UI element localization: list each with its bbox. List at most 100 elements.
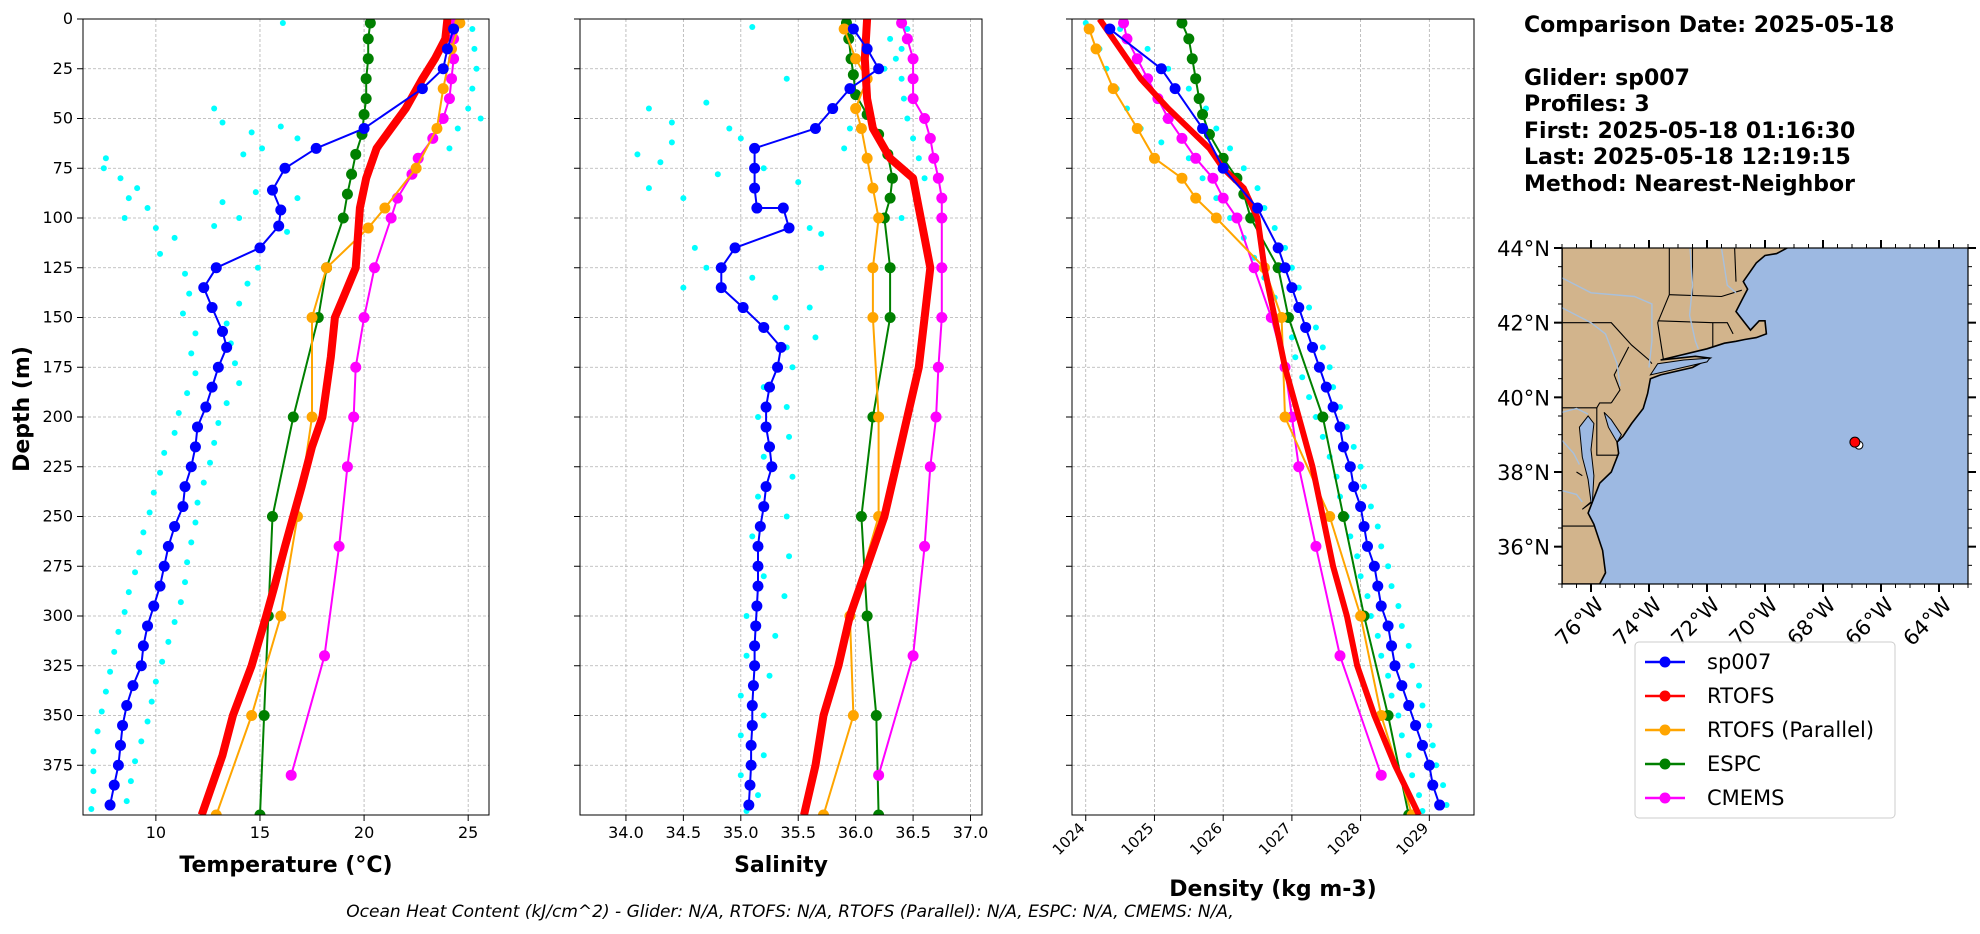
series-marker bbox=[870, 710, 882, 721]
series-marker bbox=[1355, 610, 1367, 622]
y-axis-label: Depth (m) bbox=[10, 346, 35, 472]
glider-raw-point bbox=[1405, 642, 1412, 649]
river bbox=[1562, 307, 1621, 387]
x-tick-label: 25 bbox=[458, 823, 478, 842]
glider-raw-point bbox=[703, 99, 710, 106]
glider-raw-point bbox=[789, 473, 796, 480]
series-marker bbox=[747, 680, 759, 692]
x-tick-label: 35.5 bbox=[780, 823, 816, 842]
glider-raw-point bbox=[1295, 284, 1302, 291]
y-tick-label: 325 bbox=[42, 656, 73, 675]
legend-marker bbox=[1659, 656, 1671, 668]
glider-raw-point bbox=[223, 400, 230, 407]
series-marker bbox=[745, 759, 757, 771]
series-marker bbox=[1155, 63, 1167, 75]
glider-raw-point bbox=[743, 613, 750, 619]
series-marker bbox=[1293, 302, 1305, 314]
glider-raw-point bbox=[1364, 593, 1371, 600]
glider-raw-point bbox=[102, 688, 109, 695]
series-marker bbox=[437, 83, 449, 95]
series-marker bbox=[362, 53, 374, 65]
glider-raw-point bbox=[236, 215, 243, 221]
glider-raw-point bbox=[1374, 632, 1381, 639]
glider-raw-point bbox=[98, 708, 105, 715]
series-marker bbox=[333, 540, 345, 552]
series-marker bbox=[743, 799, 755, 811]
glider-raw-point bbox=[236, 300, 243, 307]
glider-raw-point bbox=[1312, 414, 1319, 420]
series-line-rtofs-parallel- bbox=[215, 22, 461, 815]
series-marker bbox=[206, 381, 218, 393]
series-marker bbox=[385, 212, 397, 224]
glider-raw-point bbox=[1282, 244, 1289, 251]
series-marker bbox=[715, 282, 727, 294]
series-marker bbox=[1083, 23, 1095, 35]
glider-raw-point bbox=[157, 469, 164, 476]
series-marker bbox=[1355, 501, 1367, 513]
glider-raw-point bbox=[294, 135, 301, 142]
series-marker bbox=[729, 242, 741, 254]
series-marker bbox=[847, 23, 859, 35]
glider-raw-point bbox=[200, 479, 207, 486]
glider-name: Glider: sp007 bbox=[1524, 65, 1690, 91]
legend-label: RTOFS bbox=[1707, 684, 1774, 708]
legend-box bbox=[1634, 641, 1896, 819]
delaware-bay bbox=[1603, 411, 1622, 444]
glider-raw-point bbox=[175, 410, 182, 417]
state-border bbox=[1596, 407, 1619, 456]
series-marker bbox=[177, 501, 189, 513]
glider-raw-point bbox=[1409, 662, 1416, 669]
series-marker bbox=[850, 53, 862, 65]
glider-raw-point bbox=[1388, 583, 1395, 590]
series-marker bbox=[750, 620, 762, 632]
series-marker bbox=[127, 680, 139, 692]
series-marker bbox=[847, 69, 859, 81]
series-marker bbox=[861, 610, 873, 622]
glider-raw-point bbox=[921, 175, 928, 182]
series-marker bbox=[1337, 441, 1349, 453]
series-marker bbox=[752, 560, 764, 572]
land bbox=[1562, 248, 1789, 584]
glider-raw-point bbox=[117, 175, 124, 182]
series-marker bbox=[192, 421, 204, 433]
series-marker bbox=[936, 212, 948, 224]
series-marker bbox=[764, 441, 776, 453]
series-marker bbox=[169, 520, 181, 532]
series-marker bbox=[844, 83, 856, 95]
glider-raw-point bbox=[634, 151, 641, 158]
x-axis-label: Density (kg m-3) bbox=[1169, 877, 1377, 902]
series-marker bbox=[221, 341, 233, 353]
series-marker bbox=[746, 700, 758, 712]
series-marker bbox=[443, 93, 455, 105]
series-marker bbox=[1427, 779, 1439, 791]
series-line-sp007 bbox=[109, 28, 455, 806]
series-marker bbox=[306, 411, 318, 423]
glider-raw-point bbox=[207, 459, 214, 466]
map-lat-label: 38°N bbox=[1497, 461, 1550, 485]
series-marker bbox=[162, 540, 174, 552]
glider-raw-point bbox=[102, 155, 109, 162]
glider-raw-point bbox=[192, 330, 199, 337]
glider-raw-point bbox=[806, 304, 813, 311]
series-marker bbox=[1307, 341, 1319, 353]
glider-raw-point bbox=[132, 569, 139, 576]
x-axis-label: Temperature (°C) bbox=[179, 853, 392, 878]
series-marker bbox=[867, 312, 879, 323]
series-marker bbox=[1368, 560, 1380, 572]
series-marker bbox=[809, 122, 821, 134]
series-marker bbox=[121, 700, 133, 712]
series-marker bbox=[275, 610, 287, 622]
glider-raw-point bbox=[157, 250, 164, 257]
series-marker bbox=[358, 122, 370, 134]
glider-raw-point bbox=[159, 658, 166, 665]
series-marker bbox=[1276, 312, 1288, 323]
series-marker bbox=[416, 83, 428, 95]
series-marker bbox=[275, 204, 287, 216]
y-tick-label: 50 bbox=[53, 109, 73, 128]
series-marker bbox=[1396, 680, 1408, 692]
glider-raw-point bbox=[277, 123, 284, 130]
series-marker bbox=[1320, 381, 1332, 393]
series-marker bbox=[1337, 511, 1349, 522]
series-marker bbox=[746, 719, 758, 731]
